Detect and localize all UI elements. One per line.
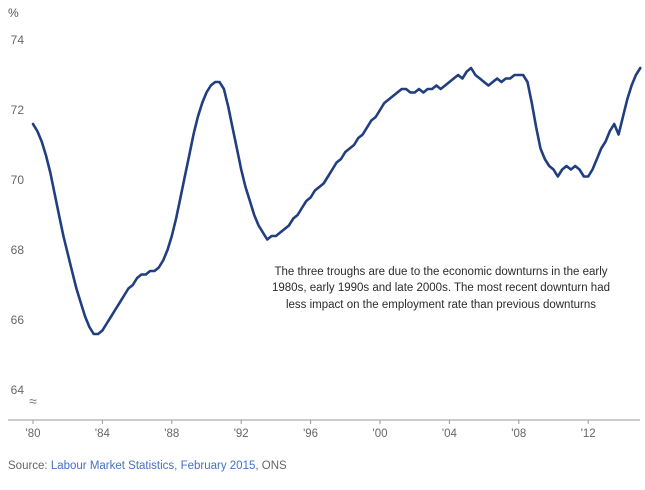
x-tick-label: '00 (373, 428, 388, 440)
y-tick-label: 72 (11, 103, 25, 117)
y-tick-label: 64 (11, 383, 25, 397)
y-axis-unit-label: % (8, 6, 19, 20)
y-tick-label: 74 (11, 33, 25, 47)
x-tick-label: '88 (164, 428, 179, 440)
x-tick-label: '04 (442, 428, 458, 440)
source-link[interactable]: Labour Market Statistics, February 2015 (50, 460, 256, 472)
axis-break-icon: ≈ (29, 393, 37, 409)
source-prefix: Source: (8, 460, 51, 472)
chart-annotation: The three troughs are due to the economi… (272, 266, 610, 311)
employment-rate-chart: 64 66 68 70 72 74 ≈ '80 '84 '88 '92 '96 '00 '04 '08 '12 (8, 33, 642, 440)
y-tick-label: 70 (11, 173, 25, 187)
source-note: Source: Labour Market Statistics, Februa… (8, 460, 287, 472)
x-tick-label: '92 (234, 428, 249, 440)
x-tick-label: '80 (26, 428, 41, 440)
source-suffix: , ONS (255, 460, 287, 472)
x-tick-label: '84 (95, 428, 111, 440)
y-tick-label: 68 (11, 243, 25, 257)
x-tick-label: '96 (303, 428, 318, 440)
y-tick-label: 66 (11, 313, 25, 327)
x-tick-label: '08 (511, 428, 526, 440)
x-tick-label: '12 (581, 428, 596, 440)
employment-rate-line (31, 66, 642, 336)
